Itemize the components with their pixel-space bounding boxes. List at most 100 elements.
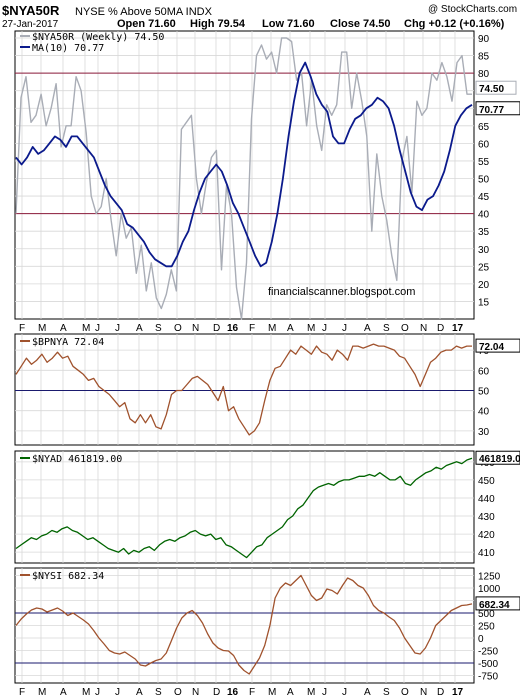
panel-1: 1520253035404550556065707580859074.50$NY… (14, 30, 520, 334)
month-label: F (249, 323, 255, 334)
series-line (15, 61, 473, 268)
last-value-tag: 70.77 (475, 101, 520, 116)
y-tick-label: 45 (478, 192, 490, 203)
month-label: 17 (452, 323, 464, 334)
last-value-label: 461819.0 (479, 454, 520, 465)
month-label: A (136, 687, 143, 698)
y-tick-label: 85 (478, 52, 490, 63)
y-tick-label: -250 (478, 647, 498, 658)
month-label: O (401, 687, 409, 698)
month-label: J (322, 687, 327, 698)
month-label: J (342, 687, 347, 698)
series-line (15, 37, 472, 320)
last-value-box (475, 101, 520, 116)
last-value-tag: 74.50 (475, 80, 517, 95)
y-tick-label: 410 (478, 548, 495, 559)
month-label: M (38, 323, 46, 334)
month-label: A (136, 323, 143, 334)
month-label: 17 (452, 687, 464, 698)
y-tick-label: -500 (478, 659, 498, 670)
y-tick-label: 50 (478, 175, 490, 186)
month-label: O (174, 323, 182, 334)
month-label: A (364, 687, 371, 698)
month-label: M (268, 687, 276, 698)
last-value-tag: 72.04 (475, 338, 520, 353)
month-label: D (213, 687, 220, 698)
month-label: A (287, 687, 294, 698)
y-tick-label: 60 (478, 139, 490, 150)
month-label: M (268, 323, 276, 334)
month-label: 16 (227, 687, 239, 698)
month-label: F (249, 687, 255, 698)
low-label: Low 71.60 (262, 18, 315, 30)
legend-label: $BPNYA 72.04 (32, 337, 104, 348)
high-label: High 79.54 (190, 18, 246, 30)
y-tick-label: 1000 (478, 584, 501, 595)
panel-frame (14, 30, 475, 320)
month-label: J (342, 323, 347, 334)
y-tick-label: -750 (478, 672, 498, 683)
month-label: S (155, 323, 162, 334)
last-value-box (475, 450, 520, 465)
series-line (15, 457, 473, 559)
watermark-text: financialscanner.blogspot.com (268, 286, 415, 298)
month-label: O (174, 687, 182, 698)
y-tick-label: 40 (478, 407, 490, 418)
y-tick-label: 20 (478, 280, 490, 291)
y-tick-label: 35 (478, 227, 490, 238)
last-value-label: 70.77 (479, 105, 504, 116)
y-tick-label: 440 (478, 494, 495, 505)
symbol-title: $NYA50R (2, 3, 60, 18)
y-tick-label: 40 (478, 210, 490, 221)
last-value-box (475, 338, 520, 353)
month-label: D (213, 323, 220, 334)
last-value-box (475, 80, 517, 95)
y-tick-label: 250 (478, 622, 495, 633)
y-tick-label: 60 (478, 366, 490, 377)
y-tick-label: 55 (478, 157, 490, 168)
month-label: A (364, 323, 371, 334)
legend-label: $NYA50R (Weekly) 74.50 (32, 32, 164, 43)
month-label: S (383, 323, 390, 334)
series-line (15, 574, 473, 675)
month-label: M (307, 687, 315, 698)
month-label: J (115, 323, 120, 334)
panels-group: 1520253035404550556065707580859074.50$NY… (14, 30, 520, 698)
month-label: N (420, 323, 427, 334)
last-value-label: 74.50 (479, 84, 504, 95)
series-line (15, 343, 472, 436)
month-label: M (82, 323, 90, 334)
month-label: M (82, 687, 90, 698)
y-tick-label: 15 (478, 297, 490, 308)
symbol-description: NYSE % Above 50MA INDX (75, 6, 213, 18)
month-label: F (19, 323, 25, 334)
y-tick-label: 30 (478, 427, 490, 438)
month-label: J (95, 323, 100, 334)
month-label: J (322, 323, 327, 334)
y-tick-label: 80 (478, 69, 490, 80)
month-label: N (192, 323, 199, 334)
month-label: S (155, 687, 162, 698)
last-value-label: 682.34 (479, 600, 510, 611)
month-label: D (437, 323, 444, 334)
last-value-box (475, 596, 520, 611)
y-tick-label: 500 (478, 609, 495, 620)
date-label: 27-Jan-2017 (2, 19, 59, 30)
brand-label: @ StockCharts.com (428, 4, 517, 15)
y-tick-label: 90 (478, 34, 490, 45)
panel-4: 125010007505002500-250-500-750682.34$NYS… (14, 567, 520, 698)
month-label: J (95, 687, 100, 698)
y-tick-label: 25 (478, 262, 490, 273)
month-label: N (420, 687, 427, 698)
legend-label: $NYAD 461819.00 (32, 454, 122, 465)
panel-3: 410420430440450460461819.0$NYAD 461819.0… (14, 450, 520, 564)
month-label: J (115, 687, 120, 698)
last-value-label: 72.04 (479, 342, 504, 353)
panel-frame (14, 450, 475, 564)
last-value-tag: 682.34 (475, 596, 520, 611)
month-label: N (192, 687, 199, 698)
y-tick-label: 30 (478, 245, 490, 256)
month-label: A (60, 687, 67, 698)
